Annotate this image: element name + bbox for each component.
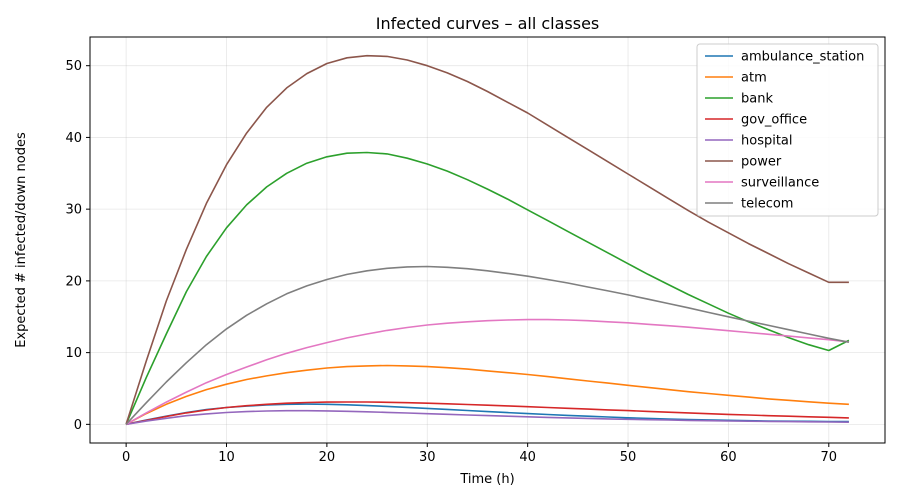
y-tick-label: 50 (65, 59, 82, 74)
series-line-gov-office (125, 401, 849, 426)
y-tick-label: 30 (65, 203, 82, 218)
y-axis-label: Expected # infected/down nodes (14, 132, 29, 348)
series-line-hospital (125, 409, 849, 426)
legend-box (696, 43, 879, 217)
x-axis-label: Time (h) (459, 472, 514, 487)
series-line-telecom (125, 265, 850, 425)
series-line-bank (125, 151, 850, 425)
x-tick-label: 70 (821, 450, 838, 465)
x-tick-label: 40 (519, 450, 536, 465)
legend-label: bank (741, 92, 773, 107)
x-tick-label: 30 (419, 450, 436, 465)
x-tick-label: 20 (319, 450, 336, 465)
series-line-surveillance (125, 318, 849, 425)
chart-title: Infected curves – all classes (376, 14, 600, 33)
y-tick-label: 0 (74, 418, 82, 433)
legend-label: gov_office (741, 113, 807, 128)
x-tick-label: 60 (720, 450, 737, 465)
y-axis-ticks: 0 10 20 30 40 50 (65, 59, 90, 433)
series-line-atm (125, 364, 849, 426)
series-line-power (125, 54, 849, 425)
y-tick-label: 20 (65, 274, 82, 289)
legend-label: atm (741, 71, 767, 86)
x-tick-label: 50 (620, 450, 637, 465)
legend-label: surveillance (741, 176, 819, 191)
legend-label: power (741, 155, 782, 170)
y-tick-label: 40 (65, 131, 82, 146)
y-tick-label: 10 (65, 346, 82, 361)
series-lines (125, 54, 850, 426)
x-axis-ticks: 0 10 20 30 40 50 60 70 (122, 443, 837, 465)
legend-label: telecom (741, 197, 793, 212)
legend-label: hospital (741, 134, 793, 149)
x-tick-label: 0 (122, 450, 130, 465)
legend-label: ambulance_station (741, 50, 864, 65)
plot-frame (89, 36, 886, 444)
x-tick-label: 10 (218, 450, 235, 465)
